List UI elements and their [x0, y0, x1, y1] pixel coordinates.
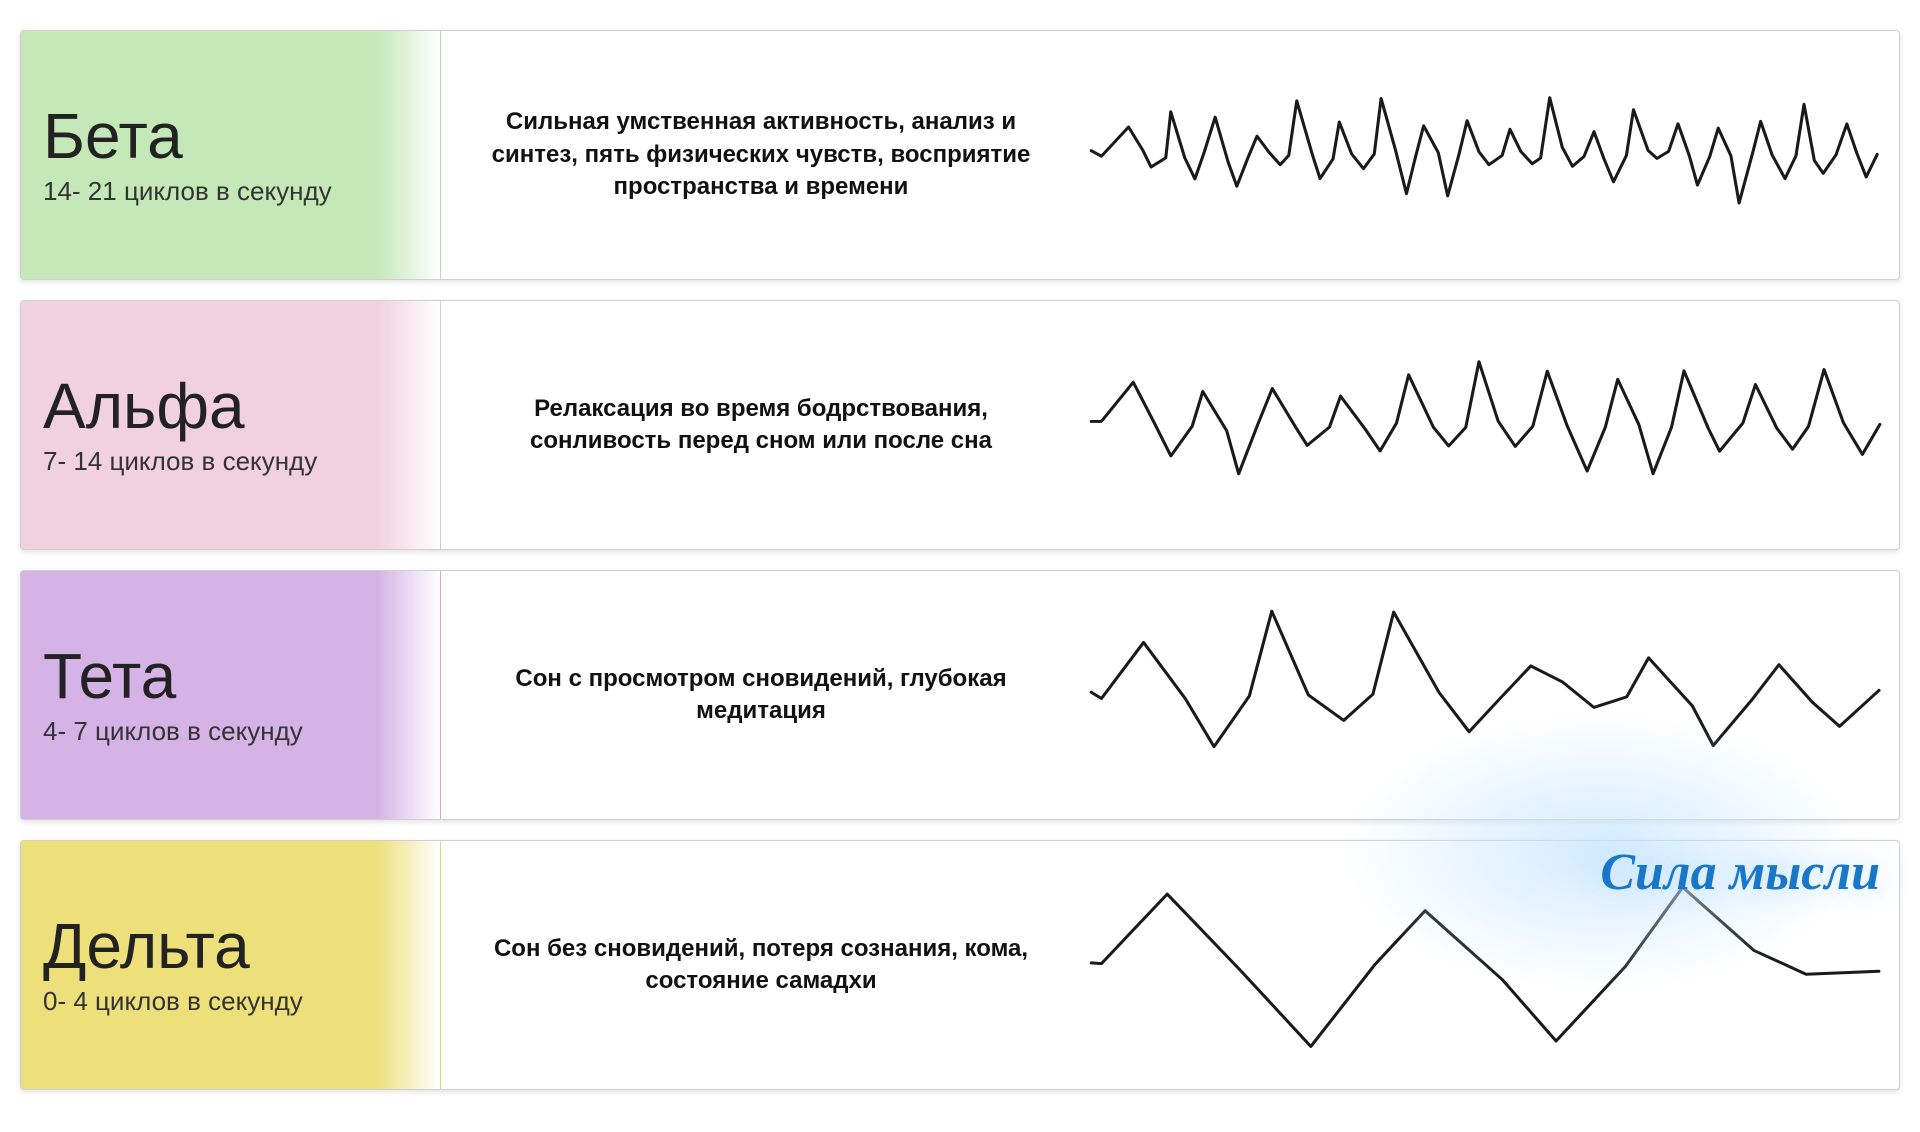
wave-description: Сон без сновидений, потеря сознания, ком… [471, 933, 1051, 998]
wave-description: Сильная умственная активность, анализ и … [471, 106, 1051, 203]
wave-subtitle: 14- 21 циклов в секунду [43, 176, 418, 207]
wave-svg [1081, 841, 1899, 1089]
wave-col [1081, 571, 1899, 819]
wave-subtitle: 7- 14 циклов в секунду [43, 446, 418, 477]
wave-svg [1081, 571, 1899, 819]
wave-subtitle: 4- 7 циклов в секунду [43, 716, 418, 747]
wave-svg [1081, 31, 1899, 279]
wave-description: Релаксация во время бодрствования, сонли… [471, 393, 1051, 458]
wave-path [1091, 362, 1880, 474]
wave-col [1081, 841, 1899, 1089]
label-col: Альфа 7- 14 циклов в секунду [21, 301, 441, 549]
desc-col: Сильная умственная активность, анализ и … [441, 31, 1081, 279]
wave-title: Тета [43, 643, 418, 710]
desc-col: Сон с просмотром сновидений, глубокая ме… [441, 571, 1081, 819]
label-col: Тета 4- 7 циклов в секунду [21, 571, 441, 819]
wave-title: Бета [43, 103, 418, 170]
label-col: Дельта 0- 4 циклов в секунду [21, 841, 441, 1089]
wave-title: Альфа [43, 373, 418, 440]
wave-row-alpha: Альфа 7- 14 циклов в секунду Релаксация … [20, 300, 1900, 550]
wave-col [1081, 31, 1899, 279]
label-col: Бета 14- 21 циклов в секунду [21, 31, 441, 279]
wave-row-theta: Тета 4- 7 циклов в секунду Сон с просмот… [20, 570, 1900, 820]
desc-col: Релаксация во время бодрствования, сонли… [441, 301, 1081, 549]
wave-subtitle: 0- 4 циклов в секунду [43, 986, 418, 1017]
wave-col [1081, 301, 1899, 549]
wave-title: Дельта [43, 913, 418, 980]
wave-path [1091, 887, 1879, 1046]
desc-col: Сон без сновидений, потеря сознания, ком… [441, 841, 1081, 1089]
wave-path [1091, 611, 1879, 747]
wave-row-beta: Бета 14- 21 циклов в секунду Сильная умс… [20, 30, 1900, 280]
wave-path [1091, 98, 1877, 203]
wave-row-delta: Дельта 0- 4 циклов в секунду Сон без сно… [20, 840, 1900, 1090]
wave-svg [1081, 301, 1899, 549]
wave-description: Сон с просмотром сновидений, глубокая ме… [471, 663, 1051, 728]
